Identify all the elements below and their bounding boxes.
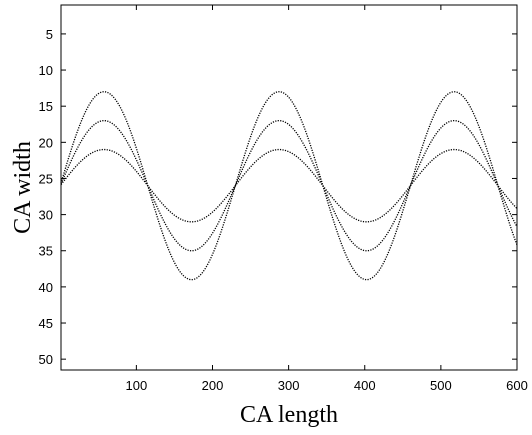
y-axis-label: CA width	[10, 141, 36, 234]
series-line-3	[60, 148, 518, 223]
y-tick-label: 50	[39, 352, 53, 367]
series-line-1	[60, 91, 518, 281]
x-tick-label: 200	[202, 378, 224, 393]
y-tick-label: 40	[39, 280, 53, 295]
x-tick-label: 300	[278, 378, 300, 393]
x-tick-label: 500	[430, 378, 452, 393]
x-axis-label: CA length	[240, 402, 338, 428]
y-tick-label: 20	[39, 135, 53, 150]
y-tick-label: 35	[39, 244, 53, 259]
y-tick-label: 45	[39, 316, 53, 331]
y-tick-label: 10	[39, 63, 53, 78]
y-tick-label: 5	[46, 27, 53, 42]
x-tick-label: 100	[126, 378, 148, 393]
y-tick-label: 25	[39, 171, 53, 186]
y-tick-label: 30	[39, 208, 53, 223]
series-line-2	[60, 120, 518, 252]
x-tick-label: 600	[506, 378, 528, 393]
tick-layer: 100 200 300 400 500 600 5 10 15 20 25 30 35 40 45 50	[39, 5, 528, 393]
x-tick-label: 400	[354, 378, 376, 393]
series-layer	[60, 91, 518, 281]
y-tick-label: 15	[39, 99, 53, 114]
